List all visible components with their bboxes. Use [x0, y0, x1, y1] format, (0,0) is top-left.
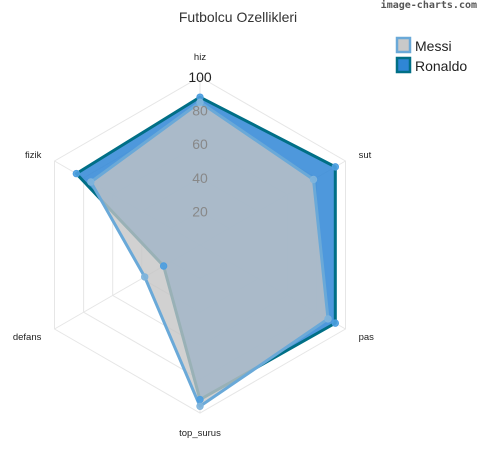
point-messi-pas[interactable]	[325, 316, 331, 322]
axis-label-top_surus: top_surus	[179, 428, 221, 439]
legend-item-messi[interactable]: Messi	[397, 38, 452, 54]
axis-label-sut: sut	[359, 150, 372, 161]
point-messi-top_surus[interactable]	[197, 403, 203, 409]
tick-label-80: 80	[192, 103, 208, 119]
axis-label-hiz: hiz	[194, 52, 206, 63]
point-ronaldo-defans[interactable]	[160, 263, 166, 269]
tick-label-60: 60	[192, 136, 208, 152]
axis-label-pas: pas	[359, 332, 375, 343]
axis-label-fizik: fizik	[25, 150, 42, 161]
legend: Messi Ronaldo	[397, 38, 467, 74]
point-ronaldo-fizik[interactable]	[73, 170, 79, 176]
point-ronaldo-top_surus[interactable]	[197, 396, 203, 402]
legend-label-messi: Messi	[415, 38, 452, 54]
point-messi-defans[interactable]	[142, 274, 148, 280]
point-ronaldo-pas[interactable]	[332, 320, 338, 326]
legend-swatch-messi	[397, 38, 410, 52]
point-messi-fizik[interactable]	[88, 179, 94, 185]
legend-label-ronaldo: Ronaldo	[415, 58, 467, 74]
legend-item-ronaldo[interactable]: Ronaldo	[397, 58, 467, 74]
point-messi-sut[interactable]	[310, 176, 316, 182]
point-ronaldo-sut[interactable]	[332, 164, 338, 170]
tick-label-20: 20	[192, 203, 208, 219]
watermark: image-charts.com	[381, 0, 477, 11]
tick-label-100: 100	[188, 69, 212, 85]
legend-swatch-ronaldo	[397, 58, 410, 72]
axis-label-defans: defans	[13, 332, 42, 343]
tick-label-40: 40	[192, 170, 208, 186]
chart-title: Futbolcu Ozellikleri	[179, 9, 297, 25]
